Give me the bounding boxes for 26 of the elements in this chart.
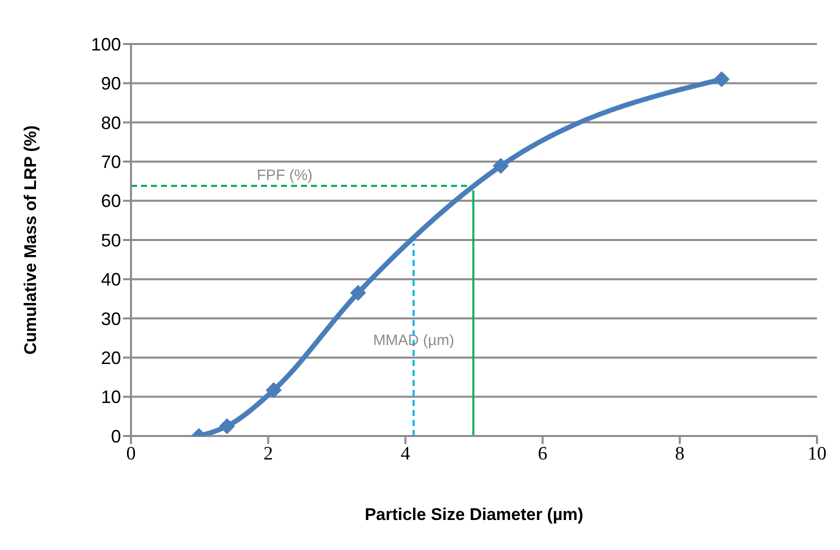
x-tick-label: 2	[263, 443, 273, 464]
x-tick-label: 10	[808, 443, 826, 464]
y-tick-label: 90	[100, 74, 121, 94]
point	[266, 382, 282, 398]
y-tick-label: 40	[100, 270, 121, 290]
y-tick-label: 60	[100, 191, 121, 212]
point	[714, 71, 730, 88]
ref-line-label: FPF (%)	[256, 167, 313, 184]
point	[350, 284, 366, 301]
y-tick-label: 50	[100, 230, 121, 250]
y-tick-label: 30	[100, 308, 121, 329]
x-tick-label: 6	[538, 443, 548, 464]
x-tick-label: 8	[675, 443, 685, 464]
y-tick-label: 100	[90, 34, 121, 54]
y-tick-label: 10	[100, 387, 121, 408]
x-tick-label: 0	[126, 443, 136, 464]
x-axis-title: Particle Size Diameter (µm)	[364, 505, 584, 524]
y-tick-label: 70	[100, 152, 121, 172]
point	[219, 418, 236, 434]
y-tick-label: 80	[100, 112, 121, 133]
point	[492, 158, 509, 174]
y-tick-label: 0	[110, 426, 121, 446]
y-tick-label: 20	[100, 348, 121, 368]
ref-line-label: MMAD (µm)	[373, 332, 454, 350]
x-tick-label: 4	[400, 443, 411, 464]
y-axis-title: Cumulative Mass of LRP (%)	[21, 125, 40, 355]
